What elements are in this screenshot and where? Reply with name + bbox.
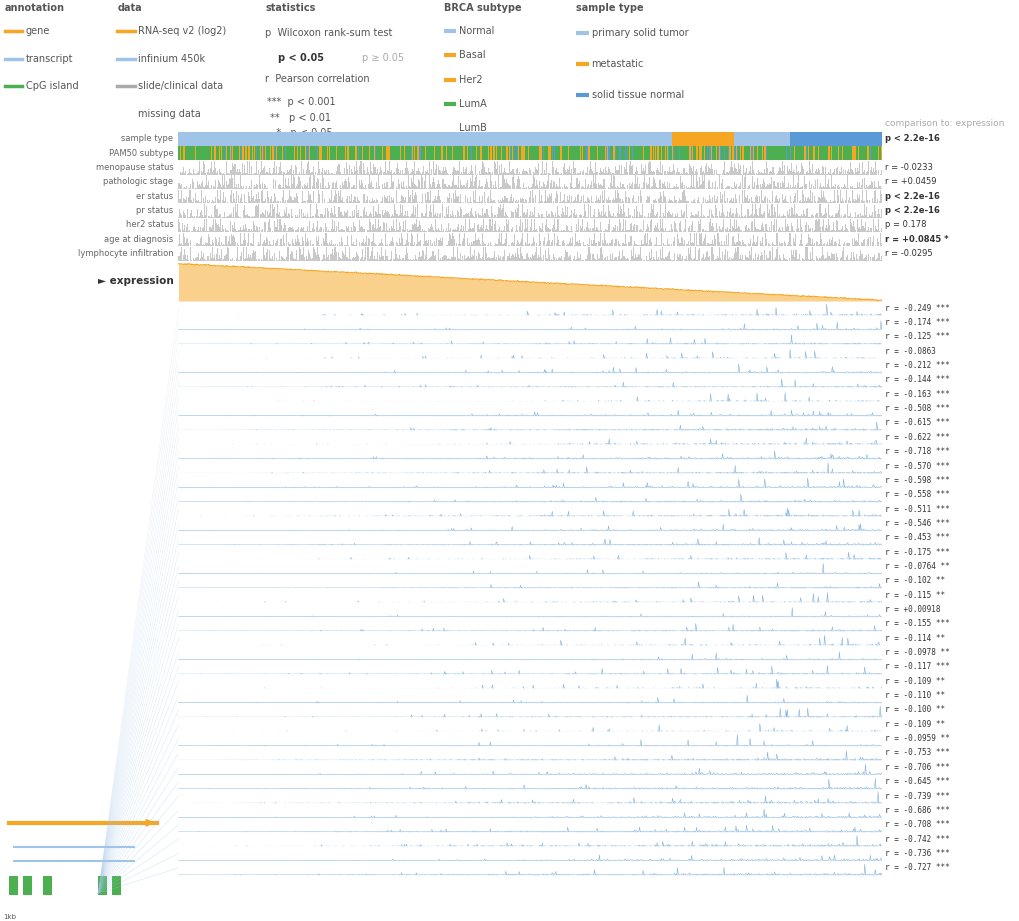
Text: solid tissue normal: solid tissue normal (591, 90, 683, 100)
Text: statistics: statistics (265, 4, 315, 13)
Text: data: data (117, 4, 142, 13)
Text: r = +0.0459: r = +0.0459 (884, 178, 935, 186)
Text: p < 2.2e-16: p < 2.2e-16 (884, 192, 940, 201)
Text: 1kb: 1kb (4, 914, 16, 919)
Text: slide/clinical data: slide/clinical data (138, 81, 222, 91)
FancyBboxPatch shape (9, 876, 18, 894)
Text: Basal: Basal (459, 51, 485, 60)
Text: r = -0.212 ***: r = -0.212 *** (884, 361, 949, 370)
Text: p ≥ 0.05: p ≥ 0.05 (362, 53, 404, 63)
Text: Normal: Normal (459, 26, 494, 36)
Text: p < 2.2e-16: p < 2.2e-16 (884, 134, 940, 144)
Text: r = -0.686 ***: r = -0.686 *** (884, 806, 949, 815)
Text: r = -0.622 ***: r = -0.622 *** (884, 433, 949, 442)
FancyBboxPatch shape (98, 876, 107, 894)
Text: p ≥ 0.05: p ≥ 0.05 (267, 144, 331, 154)
Text: r = -0.739 ***: r = -0.739 *** (884, 791, 949, 800)
Text: missing data: missing data (138, 109, 201, 119)
Text: r = +0.00918: r = +0.00918 (884, 605, 940, 614)
Text: RNA-seq v2 (log2): RNA-seq v2 (log2) (138, 26, 226, 36)
Text: comparison to: expression: comparison to: expression (884, 119, 1004, 128)
Text: metastatic: metastatic (591, 59, 643, 69)
Text: transcript: transcript (25, 53, 73, 64)
Text: r = -0.645 ***: r = -0.645 *** (884, 777, 949, 787)
Text: r = -0.249 ***: r = -0.249 *** (884, 304, 949, 313)
Text: r = -0.100 **: r = -0.100 ** (884, 705, 945, 715)
Text: p = 0.178: p = 0.178 (884, 220, 926, 229)
Text: r = -0.117 ***: r = -0.117 *** (884, 662, 949, 671)
Text: r = -0.163 ***: r = -0.163 *** (884, 390, 949, 399)
Text: r = -0.511 ***: r = -0.511 *** (884, 505, 949, 514)
Text: r = -0.708 ***: r = -0.708 *** (884, 821, 949, 829)
Text: r = -0.0233: r = -0.0233 (884, 163, 932, 172)
Text: r = -0.115 **: r = -0.115 ** (884, 590, 945, 600)
Text: r = -0.144 ***: r = -0.144 *** (884, 376, 949, 384)
Text: age at diagnosis: age at diagnosis (104, 235, 173, 244)
Text: r = -0.736 ***: r = -0.736 *** (884, 849, 949, 858)
Text: r = -0.615 ***: r = -0.615 *** (884, 418, 949, 427)
Text: r = -0.706 ***: r = -0.706 *** (884, 763, 949, 772)
Text: r = -0.598 ***: r = -0.598 *** (884, 476, 949, 484)
Text: p < 2.2e-16: p < 2.2e-16 (884, 206, 940, 216)
Text: *   p < 0.05: * p < 0.05 (267, 128, 332, 138)
Text: r = -0.508 ***: r = -0.508 *** (884, 404, 949, 414)
Text: r = -0.718 ***: r = -0.718 *** (884, 448, 949, 456)
Text: r = -0.453 ***: r = -0.453 *** (884, 533, 949, 542)
Text: p  Wilcoxon rank-sum test: p Wilcoxon rank-sum test (265, 28, 392, 38)
Text: pr status: pr status (136, 206, 173, 216)
Text: sample type: sample type (576, 4, 643, 13)
Text: r = -0.727 ***: r = -0.727 *** (884, 863, 949, 872)
Text: r = +0.0845 *: r = +0.0845 * (884, 235, 948, 244)
Text: lymphocyte infiltration: lymphocyte infiltration (77, 250, 173, 258)
FancyBboxPatch shape (23, 876, 33, 894)
Text: LumA: LumA (459, 99, 486, 109)
Text: r = -0.109 **: r = -0.109 ** (884, 720, 945, 729)
Text: r = -0.174 ***: r = -0.174 *** (884, 318, 949, 327)
Text: primary solid tumor: primary solid tumor (591, 29, 688, 38)
Text: r = -0.175 ***: r = -0.175 *** (884, 548, 949, 556)
Text: r = -0.742 ***: r = -0.742 *** (884, 834, 949, 844)
Text: r = -0.125 ***: r = -0.125 *** (884, 332, 949, 342)
Text: r = -0.570 ***: r = -0.570 *** (884, 461, 949, 471)
Text: r  Pearson correlation: r Pearson correlation (265, 74, 370, 84)
Text: r = -0.0863: r = -0.0863 (884, 346, 935, 356)
Text: r = -0.114 **: r = -0.114 ** (884, 634, 945, 643)
Text: sample type: sample type (121, 134, 173, 144)
Text: ► expression: ► expression (98, 276, 173, 286)
Text: LumB: LumB (459, 123, 486, 134)
Text: infinium 450k: infinium 450k (138, 53, 205, 64)
Text: CpG island: CpG island (25, 81, 78, 91)
Text: r = -0.102 **: r = -0.102 ** (884, 577, 945, 586)
Text: r = -0.109 **: r = -0.109 ** (884, 677, 945, 686)
Text: BRCA subtype: BRCA subtype (443, 4, 521, 13)
Text: PAM50 subtype: PAM50 subtype (109, 148, 173, 157)
Text: **   p < 0.01: ** p < 0.01 (267, 112, 331, 122)
Text: pathologic stage: pathologic stage (103, 178, 173, 186)
Text: gene: gene (25, 26, 50, 36)
Text: Her2: Her2 (459, 75, 482, 85)
Text: ***  p < 0.001: *** p < 0.001 (267, 98, 335, 107)
FancyBboxPatch shape (112, 876, 121, 894)
Text: her2 status: her2 status (125, 220, 173, 229)
Text: r = -0.155 ***: r = -0.155 *** (884, 619, 949, 628)
Text: menopause status: menopause status (96, 163, 173, 172)
Text: r = -0.546 ***: r = -0.546 *** (884, 519, 949, 528)
Text: p < 0.05: p < 0.05 (278, 53, 324, 63)
Text: annotation: annotation (5, 4, 65, 13)
FancyBboxPatch shape (43, 876, 52, 894)
Text: r = -0.0764 **: r = -0.0764 ** (884, 562, 949, 571)
Text: r = -0.110 **: r = -0.110 ** (884, 691, 945, 700)
Text: r = -0.0295: r = -0.0295 (884, 250, 932, 258)
Text: r = -0.0978 **: r = -0.0978 ** (884, 648, 949, 657)
Text: r = -0.558 ***: r = -0.558 *** (884, 490, 949, 499)
Text: er status: er status (137, 192, 173, 201)
Text: r = -0.0959 **: r = -0.0959 ** (884, 734, 949, 743)
Text: r = -0.753 ***: r = -0.753 *** (884, 749, 949, 757)
